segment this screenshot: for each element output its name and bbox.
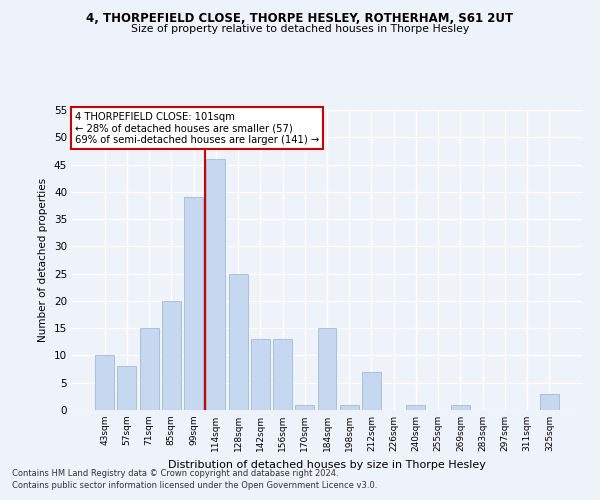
Text: Contains public sector information licensed under the Open Government Licence v3: Contains public sector information licen… [12,481,377,490]
X-axis label: Distribution of detached houses by size in Thorpe Hesley: Distribution of detached houses by size … [168,460,486,469]
Bar [295,404,314,410]
Bar [140,328,158,410]
Bar [206,159,225,410]
Bar [162,301,181,410]
Text: 4 THORPEFIELD CLOSE: 101sqm
← 28% of detached houses are smaller (57)
69% of sem: 4 THORPEFIELD CLOSE: 101sqm ← 28% of det… [74,112,319,144]
Y-axis label: Number of detached properties: Number of detached properties [38,178,49,342]
Bar [229,274,248,410]
Text: Contains HM Land Registry data © Crown copyright and database right 2024.: Contains HM Land Registry data © Crown c… [12,468,338,477]
Bar [406,404,425,410]
Text: 4, THORPEFIELD CLOSE, THORPE HESLEY, ROTHERHAM, S61 2UT: 4, THORPEFIELD CLOSE, THORPE HESLEY, ROT… [86,12,514,26]
Bar [251,339,270,410]
Bar [451,404,470,410]
Bar [273,339,292,410]
Bar [340,404,359,410]
Bar [362,372,381,410]
Bar [95,356,114,410]
Bar [317,328,337,410]
Bar [118,366,136,410]
Text: Size of property relative to detached houses in Thorpe Hesley: Size of property relative to detached ho… [131,24,469,34]
Bar [184,198,203,410]
Bar [540,394,559,410]
